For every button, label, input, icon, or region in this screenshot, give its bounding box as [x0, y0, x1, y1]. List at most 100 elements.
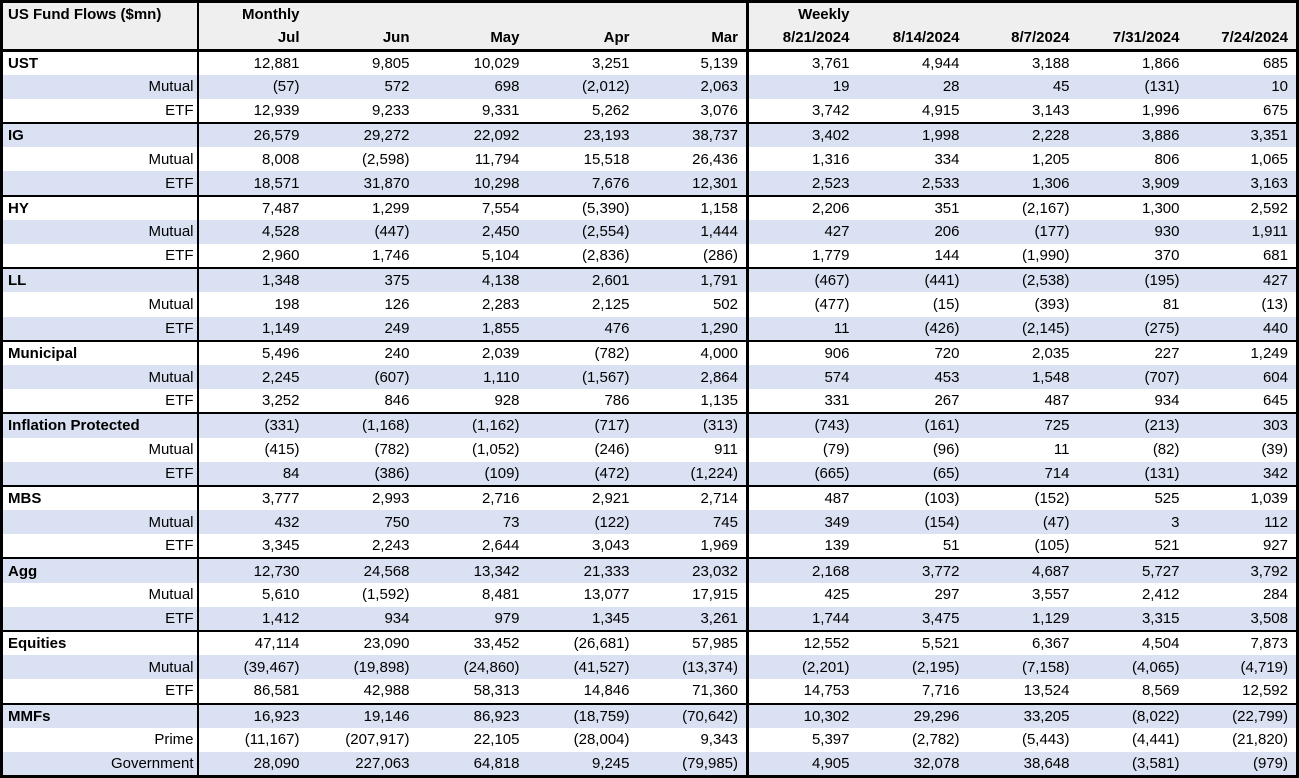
value-cell: (979) [1252, 754, 1288, 772]
value-cell: (2,836) [581, 247, 630, 265]
value-cell: 1,205 [1031, 150, 1070, 168]
value-cell: 3,909 [1141, 174, 1180, 192]
section-header-row: US Fund Flows ($mn) Monthly Weekly [1, 1, 1298, 51]
member-row: ETF 84 (386) (109) (472) (1,224) (665) (65) 714 (… [1, 461, 1298, 486]
value-cell: (717) [527, 412, 638, 438]
category-label: IG [1, 122, 198, 148]
value-cell: 375 [307, 267, 418, 293]
section-label-monthly: Monthly [196, 1, 308, 26]
value-cell: 2,206 [746, 194, 858, 220]
header-spacer [417, 1, 528, 26]
sub-category-label: ETF [165, 682, 194, 700]
value-cell: 3,402 [746, 122, 858, 148]
value-cell: 14,753 [746, 679, 858, 704]
value-cell: (1,224) [690, 464, 738, 482]
value-cell: 10 [1271, 78, 1288, 96]
value-cell: 23,193 [527, 122, 638, 148]
value-cell: 84 [196, 461, 308, 486]
sub-category-label: Mutual [148, 150, 194, 168]
value-cell: 574 [746, 364, 858, 390]
value-cell: 1,306 [1031, 174, 1070, 192]
value-cell: 3,886 [1077, 122, 1188, 148]
value-cell: (1,052) [471, 441, 520, 459]
value-cell: 3,163 [1250, 174, 1288, 192]
value-cell: (743) [746, 412, 858, 438]
value-cell: 7,873 [1187, 629, 1298, 656]
value-cell: 2,039 [417, 339, 528, 365]
value-cell: 38,648 [1023, 754, 1070, 772]
value-cell: 3 [1171, 513, 1180, 531]
value-cell: 2,921 [527, 484, 638, 511]
value-cell: (177) [1034, 223, 1070, 241]
value-cell: 4,528 [196, 219, 308, 244]
value-cell: 24,568 [307, 557, 418, 583]
value-cell: 1,779 [746, 244, 858, 269]
member-row: Mutual (39,467) (19,898) (24,860) (41,527) (1… [1, 655, 1298, 680]
value-cell: 2,283 [481, 295, 520, 313]
member-row: Prime (11,167) (207,917) 22,105 (28,004) 9,34… [2, 727, 1298, 752]
value-cell: 906 [746, 339, 858, 365]
value-cell: 47,114 [196, 629, 308, 656]
value-cell: 11 [1053, 441, 1070, 459]
column-header-week-2: 8/14/2024 [857, 26, 968, 51]
value-cell: 525 [1077, 484, 1188, 511]
value-cell: 1,348 [196, 267, 308, 293]
table-header: US Fund Flows ($mn) Monthly Weekly Jul J… [1, 1, 1298, 51]
value-cell: (1,592) [361, 586, 410, 604]
value-cell: 5,496 [196, 339, 308, 365]
value-cell: 1,866 [1077, 49, 1188, 75]
value-cell: 2,523 [746, 171, 858, 196]
value-cell: 26,436 [692, 150, 738, 168]
value-cell: 1,412 [196, 606, 308, 631]
value-cell: 86,581 [196, 679, 308, 704]
value-cell: 4,915 [921, 101, 960, 119]
value-cell: 675 [1262, 101, 1288, 119]
value-cell: 928 [494, 392, 520, 410]
value-cell: 1,746 [371, 247, 410, 265]
value-cell: (28,004) [573, 731, 630, 749]
value-cell: 786 [604, 392, 630, 410]
member-row: ETF 2,960 1,746 5,104 (2,836) (286) 1,779 144 (1… [2, 244, 1298, 269]
sub-category-label: Mutual [148, 586, 194, 604]
value-cell: (331) [196, 412, 308, 438]
group-header-row: UST 12,881 9,805 10,029 3,251 5,139 3,761 4,944… [1, 49, 1298, 75]
value-cell: 349 [746, 510, 858, 535]
value-cell: 58,313 [473, 682, 520, 700]
value-cell: (131) [1144, 78, 1180, 96]
value-cell: 351 [857, 194, 968, 220]
value-cell: 1,996 [1141, 101, 1180, 119]
value-cell: (13) [1261, 295, 1288, 313]
value-cell: (122) [594, 513, 630, 531]
member-row: Mutual 2,245 (607) 1,110 (1,567) 2,864 574 453 1… [1, 364, 1298, 390]
value-cell: (39) [1261, 441, 1288, 459]
value-cell: 645 [1262, 392, 1288, 410]
member-row: Mutual 198 126 2,283 2,125 502 (477) (15) (393) 8… [2, 292, 1298, 317]
member-row: Government 28,090 227,063 64,818 9,245 (79,98… [1, 751, 1298, 777]
value-cell: 7,716 [921, 682, 960, 700]
sub-category-label: Mutual [148, 295, 194, 313]
value-cell: 297 [934, 586, 960, 604]
group-header-row: HY 7,487 1,299 7,554 (5,390) 1,158 2,206 351 (2,… [1, 194, 1298, 220]
value-cell: 1,300 [1077, 194, 1188, 220]
sub-category-label: Mutual [148, 78, 194, 96]
value-cell: 7,676 [591, 174, 630, 192]
value-cell: 685 [1187, 49, 1298, 75]
value-cell: 8,008 [196, 147, 308, 172]
value-cell: (1,990) [1021, 247, 1070, 265]
value-cell: (15) [932, 295, 960, 313]
value-cell: (2,195) [911, 658, 960, 676]
value-cell: (665) [746, 461, 858, 486]
value-cell: 425 [746, 582, 858, 607]
value-cell: (26,681) [527, 629, 638, 656]
value-cell: 1,129 [1031, 609, 1070, 627]
value-cell: (96) [932, 441, 960, 459]
value-cell: 934 [384, 609, 410, 627]
value-cell: (24,860) [463, 658, 520, 676]
member-row: ETF 1,412 934 979 1,345 3,261 1,744 3,475 1,129 3… [1, 606, 1298, 631]
value-cell: (109) [484, 464, 520, 482]
value-cell: 81 [1162, 295, 1180, 313]
value-cell: (275) [1144, 319, 1180, 337]
value-cell: 4,944 [857, 49, 968, 75]
column-header-may: May [417, 26, 528, 51]
value-cell: (1,162) [417, 412, 528, 438]
